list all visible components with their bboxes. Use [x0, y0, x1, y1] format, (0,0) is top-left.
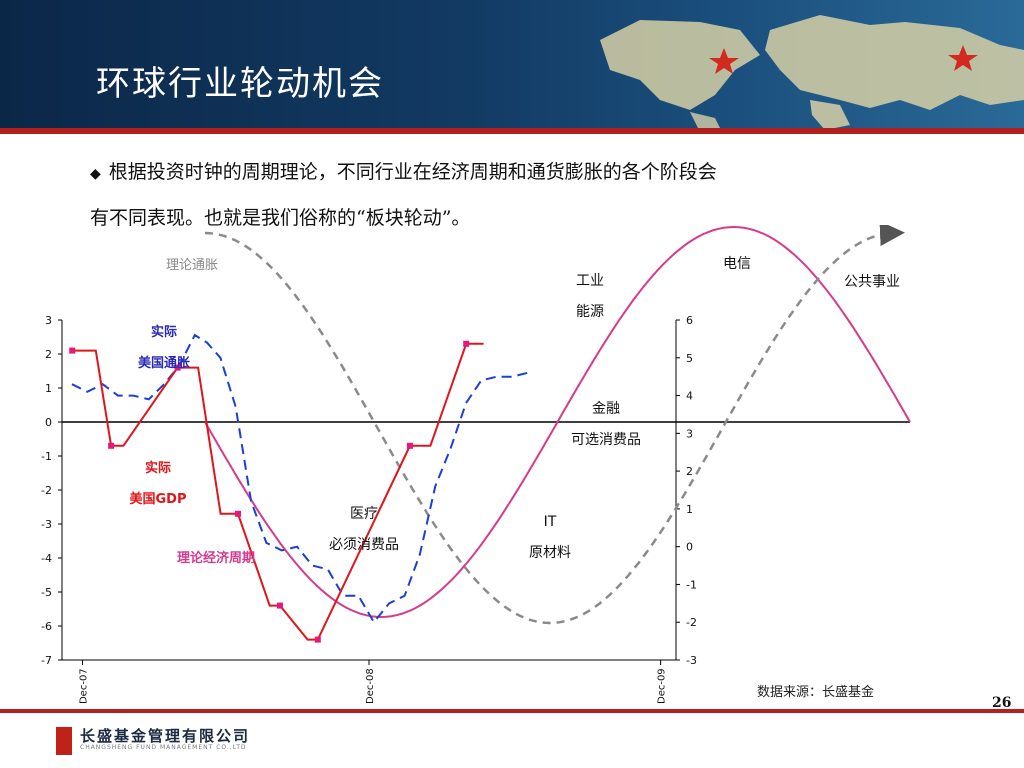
label-consumer-discretionary: 可选消费品 [571, 432, 641, 448]
company-name-en: CHANGSHENG FUND MANAGEMENT CO.,LTD [80, 744, 247, 751]
label-finance: 金融 [592, 401, 620, 417]
left-tick-label: 1 [45, 382, 52, 395]
gdp-data-point [235, 510, 242, 517]
left-tick-label: -5 [41, 586, 52, 599]
left-tick-label: 0 [45, 416, 52, 429]
left-tick-label: -7 [41, 654, 52, 667]
us-gdp-markers [69, 340, 470, 643]
world-map-decoration [600, 15, 1024, 132]
right-tick-label: 6 [686, 314, 693, 327]
star-icon [948, 45, 978, 71]
left-tick-label: -6 [41, 620, 52, 633]
gdp-data-point [174, 364, 181, 371]
gdp-data-point [406, 442, 413, 449]
label-us-inflation-2: 美国通胀 [138, 355, 190, 371]
data-source-note: 数据来源：长盛基金 [757, 685, 875, 700]
right-tick-label: 0 [686, 541, 693, 554]
us-gdp-line [72, 342, 484, 641]
label-healthcare: 医疗 [350, 506, 378, 522]
x-axis-ticks: Dec-07 Dec-08 Dec-09 [78, 660, 668, 704]
label-us-inflation-1: 实际 [151, 324, 177, 340]
label-materials: 原材料 [529, 545, 571, 561]
label-us-gdp-2: 美国GDP [130, 491, 187, 507]
right-tick-label: 1 [686, 503, 693, 516]
bullet-line-1: 根据投资时钟的周期理论，不同行业在经济周期和通货膨胀的各个阶段会 [108, 161, 717, 183]
gdp-data-point [463, 340, 470, 347]
gdp-data-point [276, 602, 283, 609]
footer [0, 713, 1024, 768]
theory-cycle-curve [204, 225, 911, 619]
label-us-gdp-1: 实际 [145, 460, 171, 476]
left-tick-label: -2 [41, 484, 52, 497]
footer-divider [0, 709, 1024, 713]
right-tick-label: -3 [686, 654, 697, 667]
x-tick-label: Dec-09 [657, 668, 668, 704]
us-inflation-line [71, 333, 528, 624]
gdp-data-point [314, 636, 321, 643]
page-number: 26 [992, 695, 1012, 711]
label-theory-inflation: 理论通胀 [166, 258, 218, 273]
left-tick-label: 3 [45, 314, 52, 327]
diamond-bullet-icon: ◆ [90, 166, 101, 182]
left-tick-label: -3 [41, 518, 52, 531]
company-name-cn: 长盛基金管理有限公司 [80, 727, 251, 745]
header-banner: 环球行业轮动机会 [0, 0, 1024, 132]
gdp-data-point [108, 442, 115, 449]
theory-inflation-curve [204, 225, 905, 625]
left-tick-label: 2 [45, 348, 52, 361]
page-title: 环球行业轮动机会 [96, 64, 384, 104]
header-divider [0, 128, 1024, 134]
star-icon [709, 48, 739, 74]
company-logo-icon [56, 727, 72, 755]
label-it: IT [544, 514, 557, 530]
label-consumer-staples: 必须消费品 [329, 537, 399, 553]
bullet-paragraph: ◆ 根据投资时钟的周期理论，不同行业在经济周期和通货膨胀的各个阶段会 有不同表现。… [90, 150, 950, 240]
right-tick-label: 2 [686, 465, 693, 478]
right-tick-label: -2 [686, 616, 697, 629]
label-industrial: 工业 [576, 273, 604, 289]
label-telecom: 电信 [723, 256, 751, 272]
label-energy: 能源 [576, 304, 604, 320]
x-tick-label: Dec-07 [78, 668, 89, 704]
right-tick-label: 4 [686, 390, 693, 403]
label-theory-cycle: 理论经济周期 [177, 550, 255, 566]
bullet-line-2: 有不同表现。也就是我们俗称的“板块轮动”。 [90, 207, 471, 229]
left-tick-label: -4 [41, 552, 52, 565]
right-tick-label: 3 [686, 427, 693, 440]
right-tick-label: 5 [686, 352, 693, 365]
left-axis-ticks: 3 2 1 0 -1 -2 -3 -4 -5 -6 -7 [41, 314, 62, 667]
right-axis-ticks: 6 5 4 3 2 1 0 -1 -2 -3 [676, 314, 697, 667]
x-tick-label: Dec-08 [365, 668, 376, 704]
plot-background [205, 235, 910, 630]
left-tick-label: -1 [41, 450, 52, 463]
gdp-data-point [69, 347, 76, 354]
right-tick-label: -1 [686, 578, 697, 591]
label-utilities: 公共事业 [844, 274, 900, 290]
